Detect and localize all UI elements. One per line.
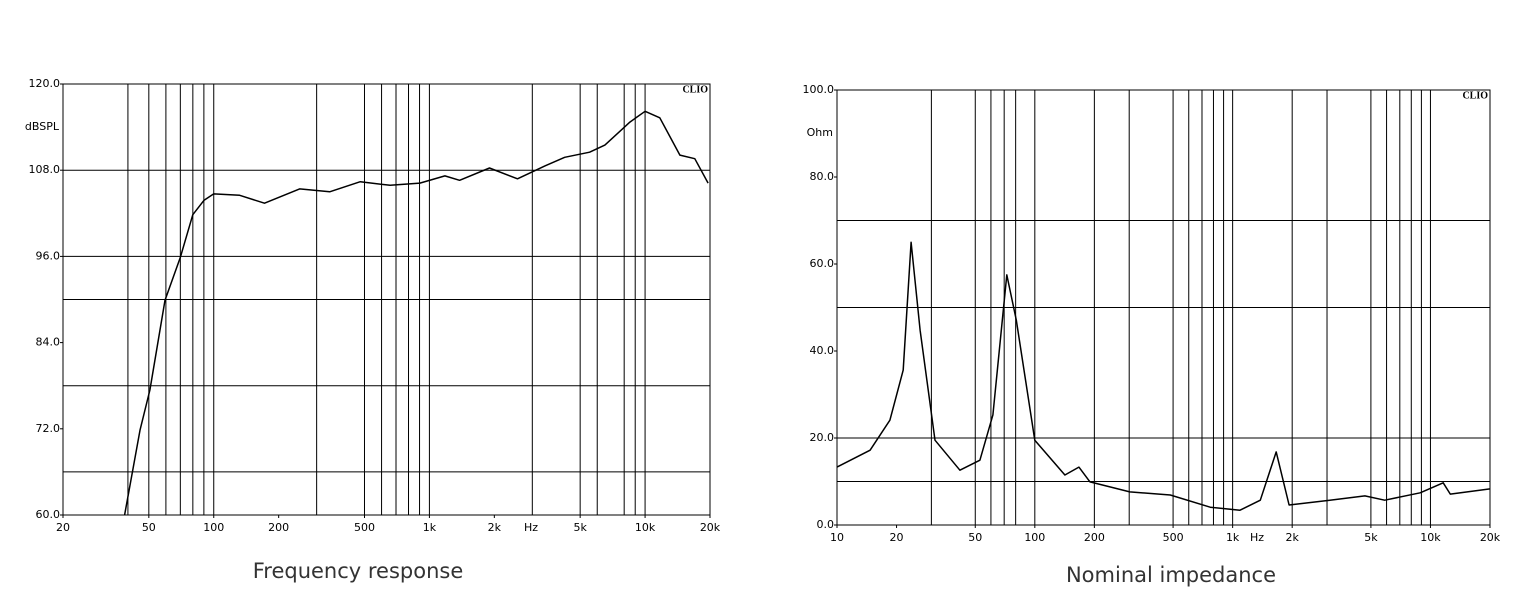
x-tick-label: 1k <box>423 521 437 534</box>
x-tick-label: 10k <box>1420 531 1441 544</box>
y-unit-label: Ohm <box>807 126 833 139</box>
x-tick-label: 20 <box>890 531 904 544</box>
x-tick-label: 50 <box>142 521 156 534</box>
y-tick-label: 60.0 <box>36 508 61 521</box>
x-tick-label: 200 <box>1084 531 1105 544</box>
x-tick-label: 2k <box>488 521 502 534</box>
y-tick-label: 120.0 <box>29 77 61 90</box>
x-tick-label: 10 <box>830 531 844 544</box>
chart-title: Nominal impedance <box>1066 563 1276 587</box>
y-tick-label: 100.0 <box>803 83 835 96</box>
brand-label: CLIO <box>1462 90 1488 101</box>
x-tick-label: 500 <box>354 521 375 534</box>
brand-label: CLIO <box>682 84 708 95</box>
y-tick-label: 40.0 <box>810 344 835 357</box>
x-tick-label: 20 <box>56 521 70 534</box>
x-tick-label: 100 <box>1024 531 1045 544</box>
y-tick-label: 108.0 <box>29 163 61 176</box>
x-tick-label: 20k <box>700 521 721 534</box>
y-tick-label: 0.0 <box>817 518 835 531</box>
x-tick-label: 20k <box>1480 531 1501 544</box>
y-unit-label: dBSPL <box>25 120 60 133</box>
x-tick-label: 200 <box>268 521 289 534</box>
y-tick-label: 84.0 <box>36 336 61 349</box>
y-tick-label: 72.0 <box>36 422 61 435</box>
x-tick-label: 1k <box>1226 531 1240 544</box>
curve <box>836 241 1491 511</box>
x-tick-label: 5k <box>573 521 587 534</box>
x-unit-label: Hz <box>1250 531 1264 544</box>
curve <box>123 110 709 516</box>
chart-title: Frequency response <box>253 559 464 583</box>
x-tick-label: 500 <box>1163 531 1184 544</box>
y-tick-label: 80.0 <box>810 170 835 183</box>
x-tick-label: 2k <box>1285 531 1299 544</box>
y-tick-label: 60.0 <box>810 257 835 270</box>
x-tick-label: 10k <box>635 521 656 534</box>
x-unit-label: Hz <box>524 521 538 534</box>
y-tick-label: 96.0 <box>36 249 61 262</box>
x-tick-label: 50 <box>968 531 982 544</box>
x-tick-label: 5k <box>1364 531 1378 544</box>
y-tick-label: 20.0 <box>810 431 835 444</box>
x-tick-label: 100 <box>203 521 224 534</box>
